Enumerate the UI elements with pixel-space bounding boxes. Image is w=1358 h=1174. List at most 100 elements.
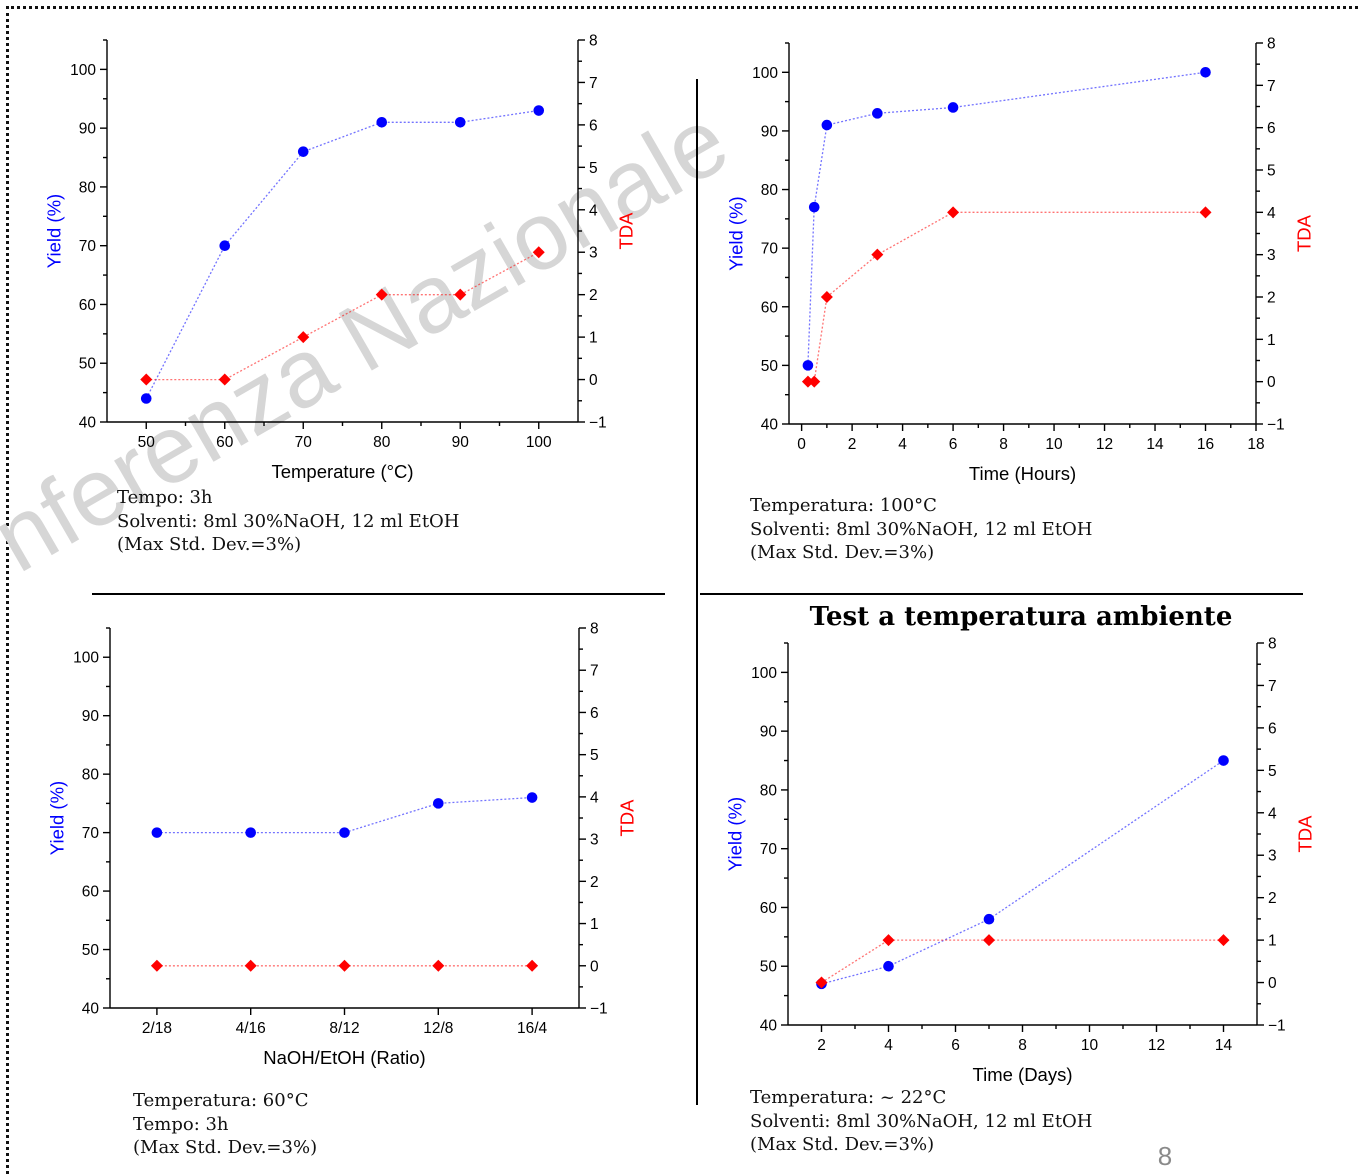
caption-line: (Max Std. Dev.=3%) — [133, 1137, 318, 1158]
right-y-axis-title: TDA — [1295, 815, 1316, 853]
yield-point — [454, 116, 466, 128]
tda-series-line — [807, 211, 1206, 383]
left-y-axis-title: Yield (%) — [47, 781, 68, 855]
caption-line: (Max Std. Dev.=3%) — [750, 542, 935, 563]
x-tick-label: 4 — [898, 436, 907, 453]
right-y-tick-label: 5 — [590, 747, 599, 764]
right-y-tick-label: 2 — [590, 874, 599, 891]
yield-point — [533, 105, 545, 116]
yield-point — [983, 913, 995, 925]
tda-point — [375, 288, 388, 301]
yield-point — [1218, 755, 1229, 766]
left-y-tick-label: 40 — [82, 1001, 100, 1018]
right-y-tick-label: 4 — [1268, 805, 1277, 822]
yield-point — [947, 102, 959, 113]
left-y-tick-label: 70 — [761, 241, 779, 258]
right-y-tick-label: 6 — [1268, 720, 1277, 737]
yield-point — [526, 792, 538, 803]
right-y-tick-label: 6 — [1267, 120, 1276, 137]
yield-point — [151, 827, 163, 838]
left-y-tick-label: 40 — [761, 417, 779, 434]
x-tick-label: 4 — [884, 1037, 893, 1054]
tda-point — [532, 246, 545, 259]
tda-series-line — [821, 939, 1224, 984]
x-tick-label: 16 — [1197, 436, 1214, 453]
yield-series-line — [807, 71, 1206, 366]
x-tick-label: 10 — [1081, 1037, 1099, 1054]
left-y-tick-label: 40 — [760, 1018, 778, 1035]
right-y-tick-label: 3 — [589, 245, 598, 262]
chart-3: 40 50 60 70 80 90 100 −1 0 1 2 3 4 5 6 7 8 2/18 4/16 8/12 12… — [47, 621, 638, 1069]
right-y-axis-title: TDA — [617, 799, 638, 837]
x-tick-label: 12 — [1148, 1037, 1165, 1054]
x-tick-label: 8 — [999, 436, 1008, 453]
caption-line: Temperatura: 60°C — [133, 1090, 309, 1111]
tda-point — [244, 959, 257, 972]
tda-point — [1217, 934, 1230, 947]
yield-series-line — [821, 759, 1224, 985]
right-y-tick-label: 8 — [1267, 36, 1276, 53]
dotted-frame — [6, 6, 1358, 1174]
caption-line: Tempo: 3h — [117, 487, 213, 508]
x-tick-label: 8 — [1018, 1037, 1027, 1054]
x-tick-label: 8/12 — [329, 1020, 359, 1037]
x-tick-label: 16/4 — [517, 1020, 548, 1037]
right-y-axis-title: TDA — [616, 212, 637, 250]
right-y-tick-label: 1 — [1268, 933, 1277, 950]
left-y-tick-label: 60 — [82, 884, 100, 901]
yield-point — [140, 393, 152, 404]
x-tick-label: 6 — [951, 1037, 960, 1054]
tda-point — [1199, 206, 1212, 219]
left-y-tick-label: 50 — [761, 358, 779, 375]
right-y-tick-label: 2 — [1268, 890, 1277, 907]
left-y-tick-label: 100 — [73, 650, 99, 667]
tda-point — [338, 959, 351, 972]
left-y-axis-title: Yield (%) — [44, 194, 65, 268]
x-tick-label: 60 — [216, 434, 234, 451]
right-y-tick-label: 5 — [1268, 763, 1277, 780]
left-y-tick-label: 100 — [752, 65, 778, 82]
right-y-tick-label: 0 — [1267, 374, 1276, 391]
x-axis-title: Time (Hours) — [969, 463, 1076, 484]
right-y-tick-label: 6 — [590, 705, 599, 722]
right-y-tick-label: 0 — [589, 372, 598, 389]
right-y-tick-label: 1 — [589, 330, 598, 347]
right-y-tick-label: 0 — [1268, 975, 1277, 992]
caption-line: (Max Std. Dev.=3%) — [117, 534, 302, 555]
x-tick-label: 2/18 — [142, 1020, 172, 1037]
room-temperature-test-title: Test a temperatura ambiente — [809, 602, 1233, 632]
x-axis-title: NaOH/EtOH (Ratio) — [263, 1047, 425, 1068]
right-y-axis-title: TDA — [1294, 214, 1315, 252]
tda-point — [432, 959, 445, 972]
yield-point — [821, 119, 833, 131]
right-y-tick-label: 5 — [589, 160, 598, 177]
yield-point — [433, 798, 444, 809]
x-tick-label: 6 — [949, 436, 958, 453]
tda-point — [150, 959, 163, 972]
left-y-axis-title: Yield (%) — [725, 797, 746, 871]
yield-point — [883, 960, 894, 972]
page-number: 8 — [1157, 1141, 1173, 1171]
tda-point — [882, 934, 895, 947]
left-y-tick-label: 80 — [761, 182, 779, 199]
tda-point — [801, 375, 814, 388]
tda-series-line — [146, 251, 540, 381]
right-y-tick-label: −1 — [1268, 1018, 1286, 1035]
right-y-tick-label: −1 — [1267, 417, 1285, 434]
tda-point — [218, 373, 231, 386]
x-tick-label: 18 — [1247, 436, 1264, 453]
yield-series-line — [145, 109, 539, 399]
right-y-tick-label: 4 — [590, 789, 599, 806]
tda-point — [947, 206, 960, 219]
x-tick-label: 12/8 — [423, 1020, 453, 1037]
right-y-tick-label: 8 — [589, 33, 598, 50]
caption-time-days-chart: Temperatura: ~ 22°C Solventi: 8ml 30%NaO… — [750, 1086, 1093, 1157]
left-y-tick-label: 90 — [82, 708, 100, 725]
x-tick-label: 10 — [1045, 436, 1063, 453]
tda-point — [454, 288, 467, 301]
x-axis-title: Time (Days) — [972, 1064, 1072, 1085]
left-y-tick-label: 50 — [79, 356, 97, 373]
left-y-tick-label: 60 — [761, 299, 779, 316]
